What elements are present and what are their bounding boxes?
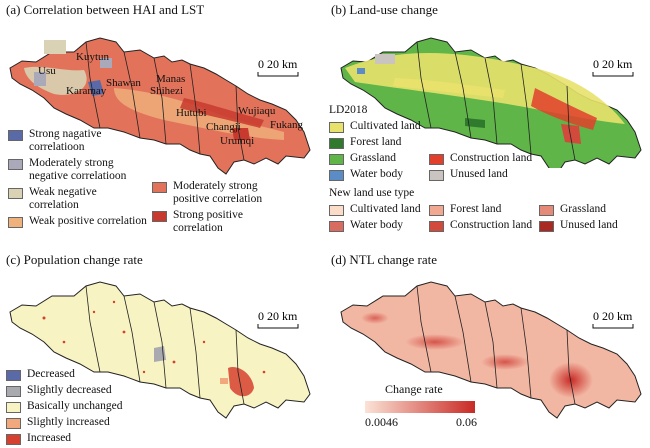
panel-a-correlation-map: (a) Correlation between HAI and LST Usu … [0,0,325,245]
legend-label: Grassland [350,152,396,164]
legend-swatch [429,221,444,232]
legend-label: Forest land [350,136,402,148]
legend-swatch [8,188,23,199]
legend-label: Moderately strong negative correlatioon [29,157,127,182]
legend-swatch [6,418,21,429]
legend-label: Water body [350,219,404,231]
north-scale: 0 20 km [592,57,634,77]
panel-c-population-map: (c) Population change rate 0 20 km [0,250,325,445]
panel-a-title: (a) Correlation between HAI and LST [6,2,205,17]
legend-label: Grassland [560,203,606,215]
panel-a-legend: Strong nagative correlatioon Moderately … [8,128,148,231]
legend-swatch [539,221,554,232]
legend-swatch [8,130,23,141]
legend-label: Slightly decreased [27,384,112,396]
legend-label: Unused land [560,219,618,231]
legend-swatch [429,205,444,216]
legend-swatch [6,370,21,381]
city-label: Kuytun [76,51,110,63]
legend-swatch [329,154,344,165]
legend-label: Cultivated land [350,203,421,215]
legend-swatch [152,211,167,222]
legend-label: Forest land [450,203,502,215]
city-label: Usu [38,65,56,77]
legend-label: Weak positive correlation [29,215,147,227]
panel-d-map: 0 20 km [340,281,642,419]
city-label: Shihezi [150,85,183,97]
scale-label: 0 20 km [258,57,298,71]
ld-heading: LD2018 [329,104,368,116]
colorbar-legend: Change rate 0.0046 0.06 [365,382,495,430]
legend-swatch [329,170,344,181]
legend-label: Decreased [27,368,75,380]
legend-label: Basically unchanged [27,400,123,412]
legend-swatch [429,170,444,181]
legend-swatch [329,122,344,133]
panel-c-map: 0 20 km [9,281,311,419]
colorbar-title: Change rate [385,382,443,396]
legend-swatch [6,402,21,413]
city-label: Karamay [66,85,107,97]
legend-swatch [329,138,344,149]
colorbar-max: 0.06 [456,415,477,429]
legend-swatch [329,221,344,232]
scale-label: 0 20 km [593,309,633,323]
legend-label: Slightly increased [27,416,110,428]
colorbar-min: 0.0046 [365,415,398,429]
panel-c-legend: Decreased Slightly decreased Basically u… [6,368,176,448]
panel-a-map: Usu Kuytun Shawan Manas Karamay Shihezi … [9,37,311,175]
legend-label: Strong positive correlation [173,209,243,234]
legend-label: Water body [350,168,404,180]
legend-swatch [152,182,167,193]
panel-d-title: (d) NTL change rate [331,252,437,267]
scale-label: 0 20 km [593,57,633,71]
colorbar [365,401,475,413]
panel-b-ld-legend: LD2018 Cultivated land Forest land Grass… [329,104,649,232]
legend-swatch [429,154,444,165]
panel-d-ntl-map: (d) NTL change rate 0 20 km [325,250,650,443]
city-label: Hutubi [176,107,207,119]
legend-swatch [8,159,23,170]
north-scale: 0 20 km [592,309,634,329]
new-heading: New land use type [329,187,415,199]
panel-b-title: (b) Land-use change [331,2,438,17]
city-label: Shawan [106,77,141,89]
legend-swatch [6,386,21,397]
city-label: Wujiaqu [238,105,276,117]
legend-swatch [6,434,21,445]
city-label: Urumqi [220,135,254,147]
north-scale: 0 20 km [257,57,299,77]
legend-swatch [8,217,23,228]
legend-label: Increased [27,432,72,444]
legend-label: Strong nagative correlatioon [29,128,102,153]
legend-label: Unused land [450,168,508,180]
panel-b-land-use-map: (b) Land-use change 0 20 km LD2018 [325,0,650,245]
legend-label: Cultivated land [350,120,421,132]
scale-label: 0 20 km [258,309,298,323]
legend-swatch [329,205,344,216]
legend-swatch [539,205,554,216]
city-label: Manas [156,73,185,85]
legend-label: Weak negative correlation [29,186,97,211]
legend-label: Construction land [450,219,533,231]
panel-a-legend-right: Moderately strong positive correlation S… [152,180,292,238]
panel-c-title: (c) Population change rate [6,252,143,267]
city-label: Fukang [270,119,304,131]
north-scale: 0 20 km [257,309,299,329]
city-label: Changji [206,121,241,133]
panel-b-map: 0 20 km [340,37,642,168]
legend-label: Moderately strong positive correlation [173,180,263,205]
legend-label: Construction land [450,152,533,164]
